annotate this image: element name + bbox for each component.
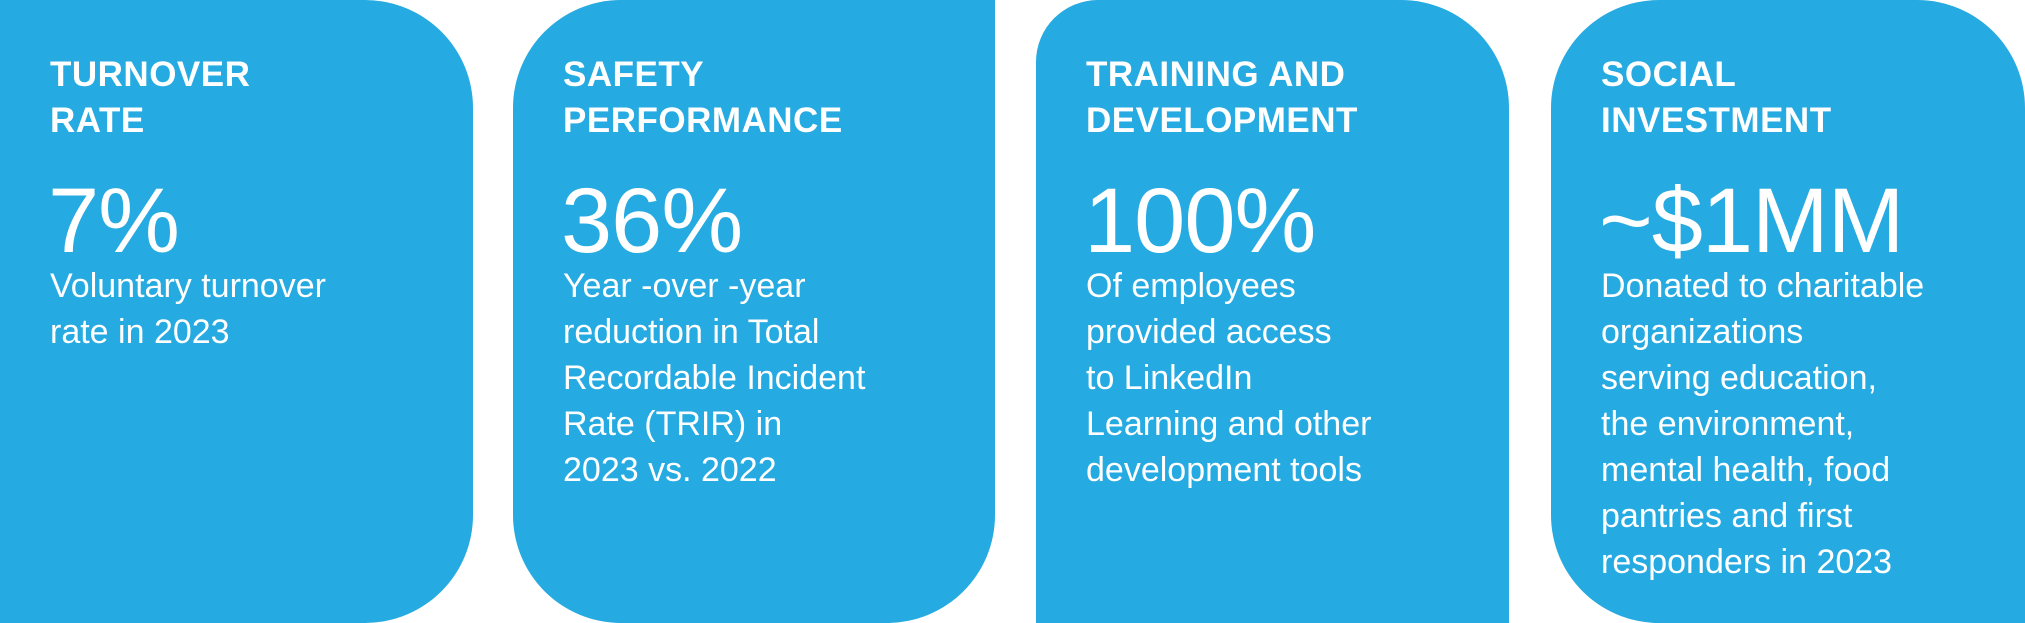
card-turnover-rate: TURNOVER RATE 7% Voluntary turnover rate… — [0, 0, 473, 623]
card-safety-performance: SAFETY PERFORMANCE 36% Year -over -year … — [513, 0, 995, 623]
card-stat: 7% — [48, 170, 180, 272]
card-description: Of employees provided access to LinkedIn… — [1086, 267, 1372, 489]
card-stat: 36% — [561, 170, 743, 272]
card-description: Donated to charitable organizations serv… — [1601, 267, 1925, 581]
card-social-investment: SOCIAL INVESTMENT ~$1MM Donated to chari… — [1551, 0, 2025, 623]
card-title: SOCIAL INVESTMENT — [1601, 55, 1832, 140]
card-description: Voluntary turnover rate in 2023 — [50, 267, 326, 351]
card-title: SAFETY PERFORMANCE — [563, 55, 843, 140]
card-title: TRAINING AND DEVELOPMENT — [1086, 55, 1358, 140]
card-stat: ~$1MM — [1599, 170, 1904, 272]
card-description: Year -over -year reduction in Total Reco… — [563, 267, 866, 489]
card-training-development: TRAINING AND DEVELOPMENT 100% Of employe… — [1036, 0, 1509, 623]
card-stat: 100% — [1084, 170, 1316, 272]
card-title: TURNOVER RATE — [50, 55, 251, 140]
